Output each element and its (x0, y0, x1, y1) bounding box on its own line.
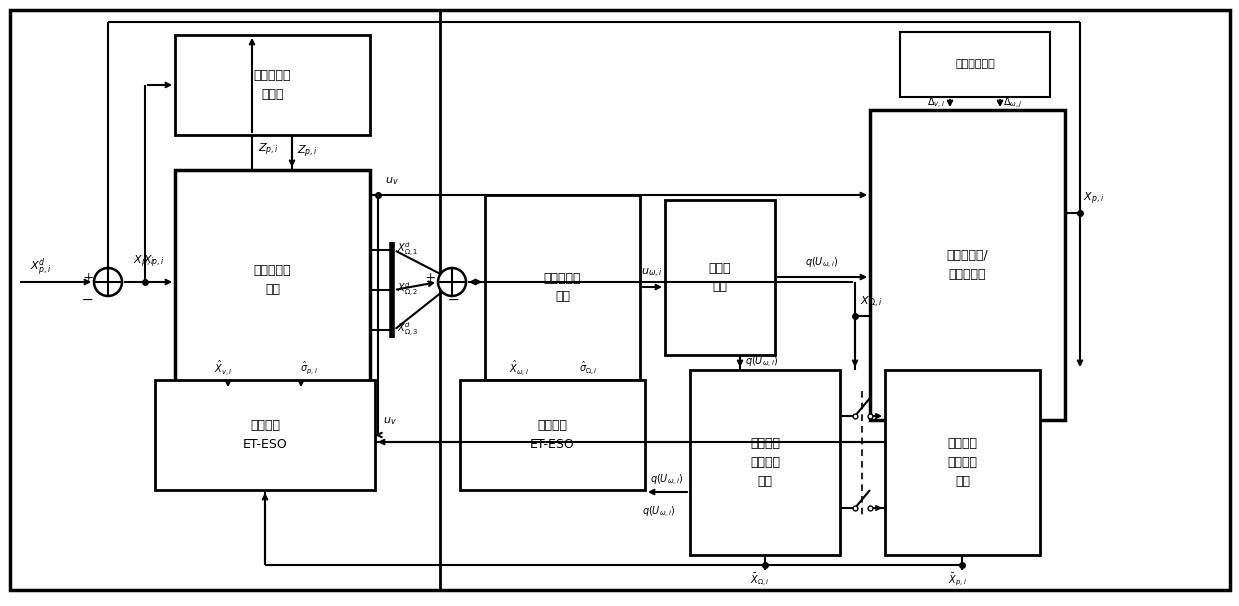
Text: 四旋翼运动/
动力学模型: 四旋翼运动/ 动力学模型 (947, 249, 989, 281)
Text: 轨迹回路
ET-ESO: 轨迹回路 ET-ESO (243, 419, 287, 451)
Text: $X_{\Omega,i}$: $X_{\Omega,i}$ (860, 295, 882, 310)
Bar (484, 195, 641, 380)
Bar (460, 380, 646, 490)
Text: 外部环境干扰: 外部环境干扰 (955, 59, 995, 70)
Text: $\hat{\sigma}_{\Omega,i}$: $\hat{\sigma}_{\Omega,i}$ (579, 359, 597, 377)
Bar (885, 370, 1040, 555)
Bar (665, 200, 776, 355)
Text: $\bar{X}_{p,i}$: $\bar{X}_{p,i}$ (948, 572, 966, 588)
Text: 轨迹回路控
制器: 轨迹回路控 制器 (254, 264, 291, 296)
Text: $X_{p,i}$: $X_{p,i}$ (1083, 191, 1104, 207)
Text: $u_{\omega,i}$: $u_{\omega,i}$ (641, 267, 663, 279)
Circle shape (94, 268, 121, 296)
Text: $\Delta_{\omega,j}$: $\Delta_{\omega,j}$ (1004, 96, 1023, 110)
Text: $\hat{X}_{v,i}$: $\hat{X}_{v,i}$ (213, 358, 232, 378)
Text: $u_v$: $u_v$ (385, 175, 399, 187)
Text: $Z_{p,i}$: $Z_{p,i}$ (258, 142, 279, 158)
Bar (900, 32, 1049, 97)
Bar (155, 380, 375, 490)
Text: $X_{p,i}$: $X_{p,i}$ (133, 254, 154, 270)
Text: 姿态回路控
制器: 姿态回路控 制器 (544, 271, 581, 304)
Text: $\hat{X}_{\omega,i}$: $\hat{X}_{\omega,i}$ (509, 358, 529, 378)
Text: +: + (83, 271, 93, 285)
Text: $X_{p,i}$: $X_{p,i}$ (142, 254, 164, 270)
Text: 轨迹回路
事件触发
函数: 轨迹回路 事件触发 函数 (948, 437, 978, 488)
Text: $Z_{p,i}$: $Z_{p,i}$ (297, 144, 318, 160)
Bar (175, 35, 370, 135)
Text: $\Delta_{v,i}$: $\Delta_{v,i}$ (927, 96, 945, 110)
Bar (175, 170, 370, 390)
Text: $q(U_{\omega,i})$: $q(U_{\omega,i})$ (642, 504, 675, 519)
Text: $q(U_{\omega,i})$: $q(U_{\omega,i})$ (745, 355, 778, 370)
Text: $u_v$: $u_v$ (383, 415, 396, 427)
Text: $q(U_{\omega,i})$: $q(U_{\omega,i})$ (650, 473, 684, 488)
Text: 滞回量
化器: 滞回量 化器 (709, 262, 731, 293)
Text: −: − (82, 292, 94, 308)
Bar (870, 110, 1066, 420)
Text: $X_{\Omega,3}^d$: $X_{\Omega,3}^d$ (396, 321, 419, 339)
Text: 跟踪误差转
换模型: 跟踪误差转 换模型 (254, 69, 291, 101)
Text: $X_{\Omega,2}^d$: $X_{\Omega,2}^d$ (396, 281, 419, 299)
Text: $X_{p,i}^d$: $X_{p,i}^d$ (30, 257, 51, 279)
Text: 姿态回路
事件触发
函数: 姿态回路 事件触发 函数 (750, 437, 781, 488)
Text: 姿态回路
ET-ESO: 姿态回路 ET-ESO (530, 419, 575, 451)
Text: +: + (425, 271, 435, 285)
Bar (690, 370, 840, 555)
Bar (440, 10, 1230, 590)
Text: $\hat{\sigma}_{p,i}$: $\hat{\sigma}_{p,i}$ (300, 360, 318, 376)
Text: $\bar{X}_{\Omega,i}$: $\bar{X}_{\Omega,i}$ (750, 571, 769, 588)
Text: $X_{\Omega,1}^d$: $X_{\Omega,1}^d$ (396, 241, 419, 259)
Text: −: − (449, 292, 460, 308)
Text: $q(U_{\omega,i})$: $q(U_{\omega,i})$ (805, 256, 839, 270)
Circle shape (439, 268, 466, 296)
